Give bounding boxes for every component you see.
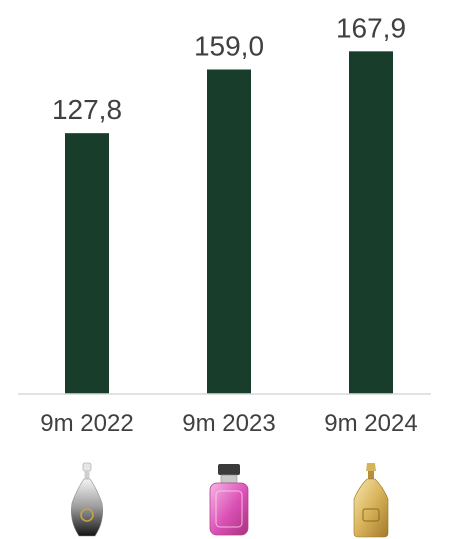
- data-label-9m-2024: 167,9: [336, 12, 406, 43]
- data-label-9m-2022: 127,8: [52, 94, 122, 125]
- bar-9m-2023: [207, 69, 251, 395]
- perfume-bottle-pink-icon: [209, 464, 249, 536]
- bar-9m-2022: [65, 133, 109, 394]
- x-tick-label-9m-2023: 9m 2023: [182, 410, 275, 437]
- data-labels: 127,8 159,0 167,9: [52, 12, 406, 125]
- perfume-bottle-gold-icon: [353, 463, 389, 538]
- bars: [65, 51, 393, 395]
- x-tick-label-9m-2022: 9m 2022: [40, 410, 133, 437]
- x-tick-label-9m-2024: 9m 2024: [324, 410, 417, 437]
- x-axis-tick-labels: 9m 2022 9m 2023 9m 2024: [40, 410, 417, 437]
- bar-9m-2024: [349, 51, 393, 394]
- data-label-9m-2023: 159,0: [194, 30, 264, 61]
- perfume-bottle-black-icon: [71, 462, 103, 537]
